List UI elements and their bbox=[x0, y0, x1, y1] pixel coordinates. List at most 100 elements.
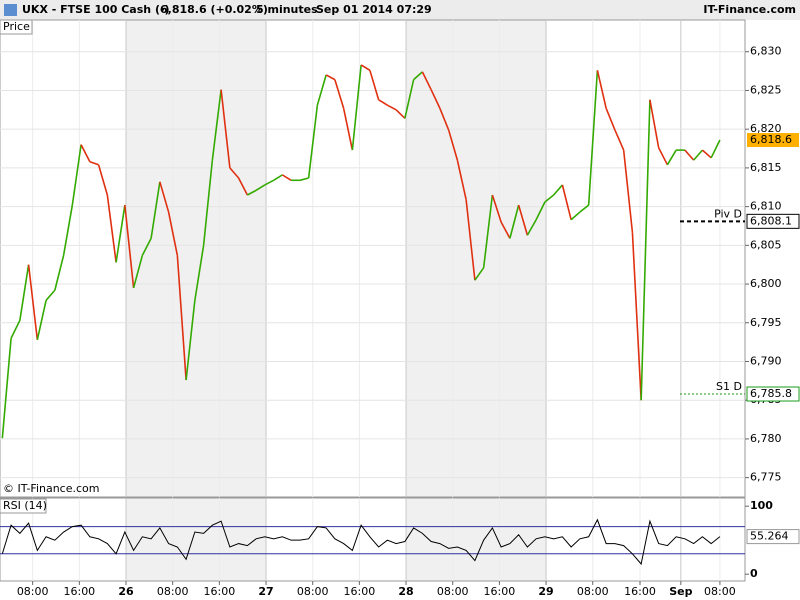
level-box bbox=[746, 213, 800, 229]
price-segment bbox=[351, 64, 362, 151]
x-tick-label: 08:00 bbox=[577, 585, 609, 598]
datetime: Sep 01 2014 07:29 bbox=[316, 3, 432, 16]
panel-frame bbox=[0, 497, 746, 582]
price-segment bbox=[657, 147, 669, 166]
price-segment bbox=[237, 177, 249, 196]
price-segment bbox=[622, 150, 634, 233]
price-segment bbox=[535, 201, 546, 221]
price-segment bbox=[202, 160, 214, 246]
x-tick-label: 16:00 bbox=[624, 585, 656, 598]
price-segment bbox=[106, 194, 117, 263]
rsi-last-box bbox=[746, 529, 800, 545]
price-segment bbox=[710, 139, 721, 159]
price-segment bbox=[465, 199, 476, 281]
price-segment bbox=[54, 255, 65, 291]
price-segment bbox=[640, 99, 651, 401]
y-tick-label: 6,800 bbox=[750, 277, 782, 290]
y-tick-label: 6,795 bbox=[750, 316, 782, 329]
price-segment bbox=[570, 211, 581, 221]
x-tick-label: 16:00 bbox=[204, 585, 236, 598]
price-segment bbox=[150, 181, 161, 239]
day-shade bbox=[406, 20, 547, 497]
price-segment bbox=[430, 89, 441, 109]
x-tick-label: 08:00 bbox=[17, 585, 49, 598]
y-tick-label: 100 bbox=[750, 499, 773, 512]
price-segment bbox=[421, 71, 432, 91]
level-value: 6,785.8 bbox=[750, 387, 792, 400]
price-segment bbox=[561, 184, 572, 220]
price-segment bbox=[80, 144, 91, 163]
price-segment bbox=[299, 177, 309, 182]
price-segment bbox=[360, 64, 371, 72]
price-segment bbox=[97, 164, 109, 196]
panel-label-box bbox=[0, 19, 33, 35]
price-segment bbox=[325, 74, 336, 81]
day-shade bbox=[126, 20, 267, 497]
day-shade bbox=[126, 498, 267, 581]
price-segment bbox=[413, 71, 423, 81]
price-segment bbox=[10, 320, 21, 339]
panel-label-box bbox=[0, 498, 47, 514]
price-segment bbox=[579, 204, 590, 213]
app-icon bbox=[4, 4, 17, 16]
price-segment bbox=[456, 159, 467, 200]
x-tick-label: 16:00 bbox=[63, 585, 95, 598]
price-segment bbox=[666, 149, 677, 166]
price-segment bbox=[1, 338, 12, 439]
price-segment bbox=[491, 194, 502, 223]
price-segment bbox=[526, 219, 537, 236]
price-segment bbox=[544, 194, 555, 203]
price-segment bbox=[62, 204, 74, 256]
x-tick-label: 08:00 bbox=[157, 585, 189, 598]
price-segment bbox=[307, 105, 319, 179]
price-segment bbox=[36, 300, 47, 340]
price-segment bbox=[693, 149, 704, 161]
price-segment bbox=[614, 129, 625, 151]
x-tick-label: 26 bbox=[118, 585, 134, 598]
brand: IT-Finance.com bbox=[703, 3, 796, 16]
price-segment bbox=[701, 149, 712, 159]
panel-label: Price bbox=[3, 20, 30, 33]
rsi-line bbox=[1, 518, 721, 566]
price-segment bbox=[176, 255, 187, 381]
price-segment bbox=[631, 232, 642, 401]
price-segment bbox=[19, 264, 30, 321]
plots: 08:00 16:00 26 08:00 16:00 27 08:00 16:00 28 08:0… bbox=[0, 19, 800, 598]
rsi-last: 55.264 bbox=[750, 530, 789, 543]
price-segment bbox=[246, 189, 257, 196]
price-segment bbox=[71, 144, 82, 206]
price-segment bbox=[649, 99, 660, 148]
backgrounds bbox=[0, 19, 746, 582]
x-tick-label: 08:00 bbox=[704, 585, 736, 598]
price-segment bbox=[229, 167, 240, 179]
price-segment bbox=[378, 99, 388, 106]
last-price-box bbox=[747, 133, 799, 148]
price-segment bbox=[194, 245, 205, 301]
x-tick-label: 16:00 bbox=[484, 585, 516, 598]
price-segment bbox=[124, 204, 135, 289]
price-segment bbox=[517, 204, 529, 236]
price-segment bbox=[596, 70, 607, 109]
price-segment bbox=[342, 108, 354, 151]
price-segment bbox=[587, 70, 599, 206]
panel-label: RSI (14) bbox=[3, 499, 47, 512]
level-box bbox=[746, 386, 800, 402]
level-value: 6,808.1 bbox=[750, 214, 792, 227]
last-price: 6,818.6 bbox=[750, 133, 792, 146]
price-segment bbox=[281, 174, 292, 181]
panel-frame bbox=[0, 19, 746, 498]
header-bar bbox=[0, 0, 800, 20]
price-segment bbox=[159, 181, 170, 213]
x-tick-label: 29 bbox=[538, 585, 553, 598]
y-tick-label: 6,820 bbox=[750, 122, 782, 135]
day-shade bbox=[406, 498, 547, 581]
y-tick-label: 6,815 bbox=[750, 161, 782, 174]
y-tick-label: 0 bbox=[750, 567, 758, 580]
price-segment bbox=[264, 179, 274, 186]
y-tick-label: 6,790 bbox=[750, 354, 782, 367]
y-tick-label: 6,780 bbox=[750, 432, 782, 445]
price-segment bbox=[387, 104, 397, 111]
price-segment bbox=[220, 89, 231, 168]
y-tick-label: 6,775 bbox=[750, 471, 782, 484]
